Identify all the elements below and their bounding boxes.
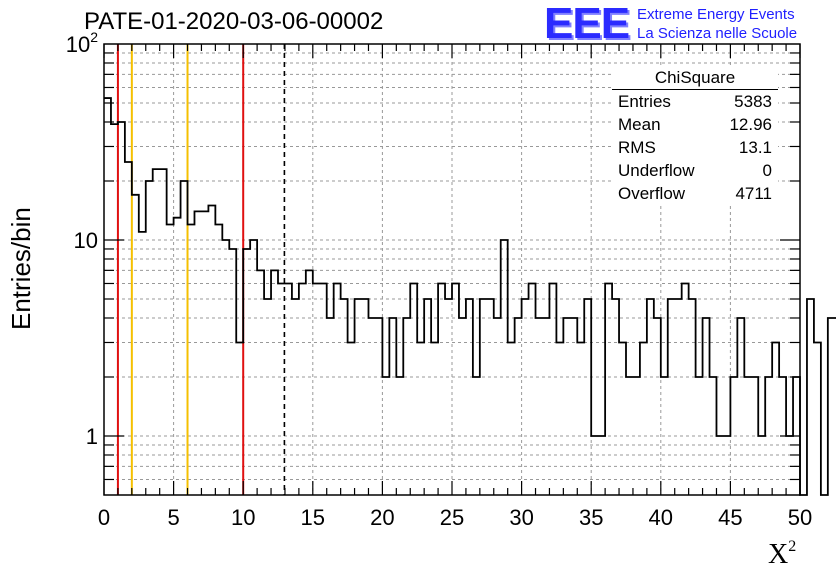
chart-title: PATE-01-2020-03-06-00002 <box>84 8 384 35</box>
histogram-line <box>104 97 836 496</box>
x-tick-label: 0 <box>98 505 110 530</box>
y-tick-label: 102 <box>66 29 98 57</box>
stats-row: Overflow 4711 <box>618 184 772 203</box>
x-tick-label: 25 <box>440 505 464 530</box>
stats-row: Mean 12.96 <box>618 115 772 134</box>
logo-line1: Extreme Energy Events <box>637 6 795 23</box>
stats-title: ChiSquare <box>612 68 778 90</box>
x-tick-label: 10 <box>231 505 255 530</box>
axes: 0 5 10 15 20 25 30 35 40 45 50 1 10 102 <box>66 29 813 530</box>
x-tick-label: 5 <box>167 505 179 530</box>
stats-row: Entries 5383 <box>618 92 772 111</box>
eee-logo: EEE <box>544 0 630 48</box>
stats-row: RMS 13.1 <box>618 138 772 157</box>
y-axis-label: Entries/bin <box>6 207 36 330</box>
y-tick-label: 1 <box>86 424 98 449</box>
grid-lines <box>104 44 800 495</box>
x-axis-label: X2 <box>768 538 797 570</box>
x-tick-label: 50 <box>788 505 812 530</box>
y-tick-label: 10 <box>74 228 98 253</box>
x-tick-label: 30 <box>509 505 533 530</box>
histogram-series <box>104 97 836 496</box>
x-tick-label: 45 <box>718 505 742 530</box>
x-tick-label: 35 <box>579 505 603 530</box>
x-tick-label: 40 <box>649 505 673 530</box>
stats-row: Underflow 0 <box>618 161 772 180</box>
x-tick-label: 15 <box>301 505 325 530</box>
x-tick-label: 20 <box>370 505 394 530</box>
logo-line2: La Scienza nelle Scuole <box>637 25 798 42</box>
stats-box: ChiSquare Entries 5383 Mean 12.96 RMS 13.1 … <box>612 68 778 205</box>
